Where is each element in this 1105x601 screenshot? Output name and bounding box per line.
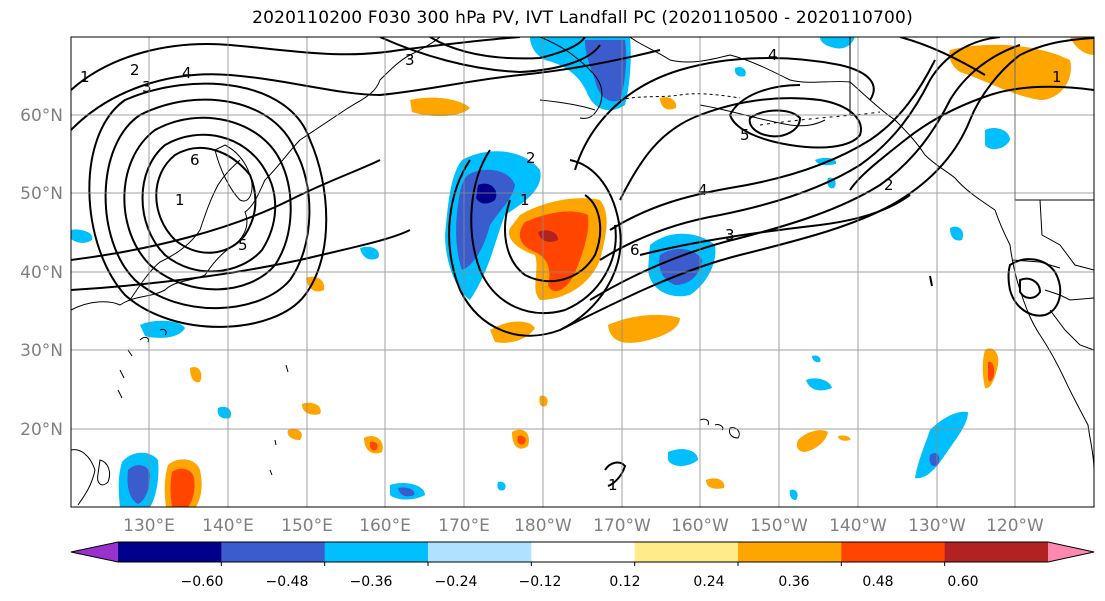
colorbar-segments	[70, 541, 1095, 563]
colorbar-segment	[634, 542, 739, 562]
lon-label: 160°W	[671, 516, 729, 536]
pv-label: 6	[190, 151, 200, 169]
lon-label: 140°W	[829, 516, 887, 536]
colorbar-tick-label: −0.60	[181, 574, 224, 590]
colorbar-extend-max	[1048, 542, 1094, 562]
colorbar-tick-label: −0.36	[350, 574, 393, 590]
lat-label: 30°N	[20, 341, 63, 361]
pv-label: 3	[405, 51, 415, 69]
lon-label: 170°W	[593, 516, 651, 536]
colorbar-tick-label: 0.48	[862, 574, 893, 590]
colorbar-segment	[944, 542, 1049, 562]
colorbar-tick-label: −0.12	[519, 574, 562, 590]
pv-label: 5	[740, 126, 750, 144]
pv-label: 3	[725, 226, 735, 244]
lat-label: 20°N	[20, 420, 63, 440]
coastlines	[71, 37, 1094, 506]
pv-label: 2	[884, 176, 894, 194]
pv-contour-labels: 1 2 3 4 5 6 1 2 3 4 5 6 1 2 3 4 1 1	[80, 46, 1062, 494]
colorbar-tick-label: 0.24	[693, 574, 724, 590]
colorbar-tick-label: 0.60	[947, 574, 978, 590]
graticule	[71, 37, 1094, 507]
pv-label: 2	[526, 149, 536, 167]
lat-label: 40°N	[20, 263, 63, 283]
lat-axis-labels: 60°N 50°N 40°N 30°N 20°N	[20, 106, 63, 440]
pv-contours	[71, 37, 1094, 487]
colorbar-tick-label: 0.12	[609, 574, 640, 590]
pv-label: 1	[80, 68, 90, 86]
pv-label: 2	[130, 61, 140, 79]
pv-label: 4	[698, 181, 708, 199]
pv-label: 6	[630, 241, 640, 259]
lat-label: 60°N	[20, 106, 63, 126]
lon-label: 160°E	[359, 516, 411, 536]
colorbar-segment	[221, 542, 326, 562]
colorbar-tick-label: −0.24	[435, 574, 478, 590]
pv-label: 5	[238, 236, 248, 254]
lon-label: 130°E	[123, 516, 175, 536]
figure-title: 2020110200 F030 300 hPa PV, IVT Landfall…	[252, 8, 913, 28]
colorbar-segment	[531, 542, 636, 562]
lon-axis-labels: 130°E 140°E 150°E 160°E 170°E 180°W 170°…	[123, 516, 1044, 536]
lon-label: 130°W	[908, 516, 966, 536]
lat-label: 50°N	[20, 184, 63, 204]
lon-label: 170°E	[438, 516, 490, 536]
pv-label: 3	[142, 78, 152, 96]
lon-label: 140°E	[202, 516, 254, 536]
colorbar-tick-label: 0.36	[778, 574, 809, 590]
pv-label: 4	[182, 64, 192, 82]
colorbar-segment	[428, 542, 532, 562]
lon-label: 180°W	[514, 516, 572, 536]
pv-label: 1	[520, 191, 530, 209]
colorbar-extend-min	[71, 542, 118, 562]
map-frame	[70, 36, 1095, 508]
colorbar-tick-label: −0.48	[266, 574, 309, 590]
pv-label: 1	[608, 476, 618, 494]
colorbar-segment	[118, 542, 222, 562]
lon-label: 150°E	[281, 516, 333, 536]
pv-label: 1	[1052, 68, 1062, 86]
colorbar-outline	[70, 541, 1095, 563]
lon-label: 120°W	[986, 516, 1044, 536]
colorbar-segment	[841, 542, 946, 562]
pv-label: 1	[175, 191, 185, 209]
colorbar-ticks: −0.60 −0.48 −0.36 −0.24 −0.12 0.12 0.24 …	[181, 562, 979, 590]
pv-label: 4	[768, 46, 778, 64]
colorbar-segment	[324, 542, 429, 562]
lon-label: 150°W	[750, 516, 808, 536]
colorbar-segment	[738, 542, 842, 562]
